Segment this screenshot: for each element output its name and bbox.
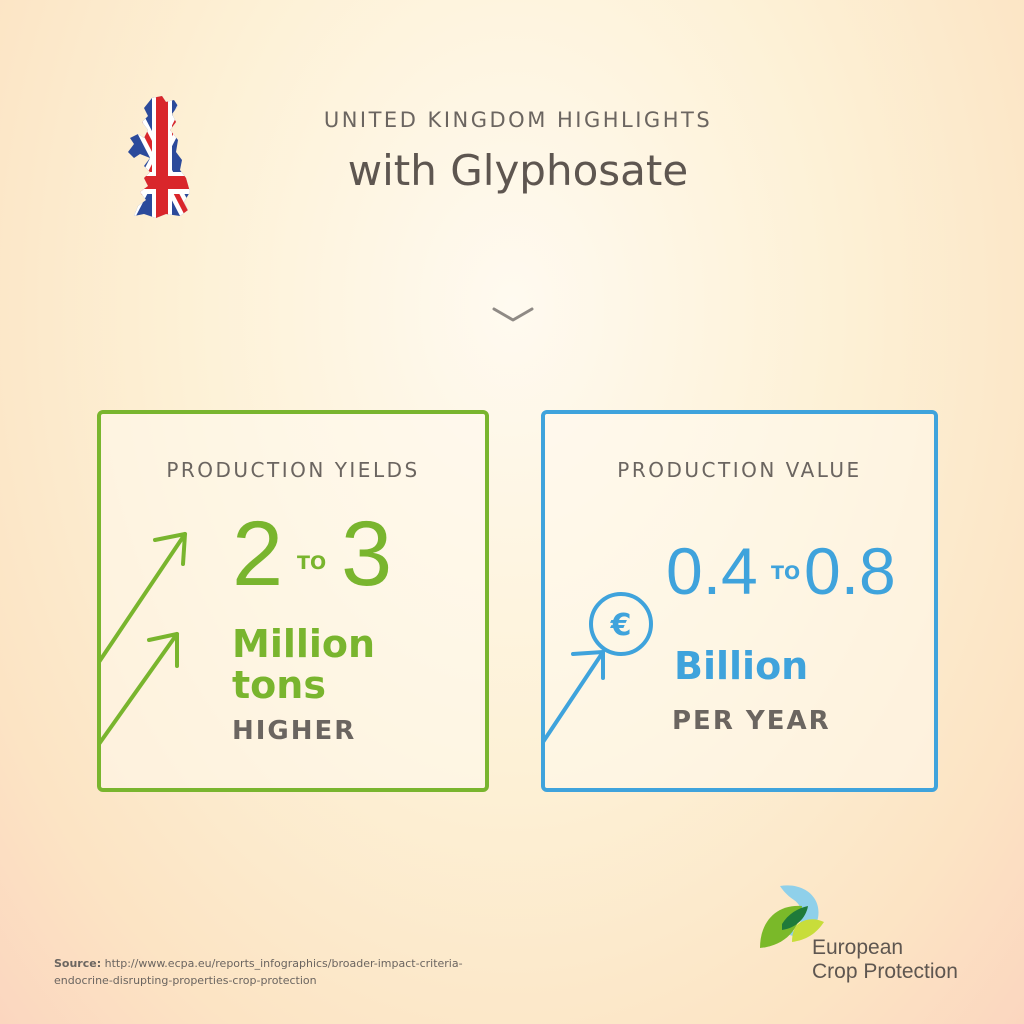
euro-symbol: € (610, 608, 632, 643)
source-note: Source: http://www.ecpa.eu/reports_infog… (54, 955, 463, 989)
ecpa-logo-text: European Crop Protection (812, 936, 958, 983)
yield-to-value: 3 (341, 503, 393, 605)
production-yields-card: PRODUCTION YIELDS 2 TO 3 Million tons HI… (97, 410, 489, 792)
value-note: PER YEAR (672, 706, 831, 736)
yield-note: HIGHER (232, 716, 357, 746)
uk-map-flag-icon (128, 96, 190, 218)
source-label: Source: (54, 957, 102, 970)
growth-arrows-icon (101, 532, 187, 745)
yield-unit: Million tons (232, 622, 376, 708)
card-heading: PRODUCTION YIELDS (166, 458, 420, 482)
page-supertitle: UNITED KINGDOM HIGHLIGHTS (323, 108, 713, 132)
yield-unit-line1: Million (232, 622, 376, 666)
yield-from-value: 2 (232, 503, 284, 605)
chevron-down-icon[interactable] (492, 306, 534, 324)
value-to-amount: 0.8 (804, 534, 896, 608)
euro-coin-icon: € (545, 592, 653, 743)
card-heading: PRODUCTION VALUE (617, 458, 862, 482)
source-url-line1[interactable]: http://www.ecpa.eu/reports_infographics/… (104, 957, 463, 970)
value-unit: Billion (674, 644, 809, 688)
value-to-word: TO (771, 562, 801, 584)
value-from-amount: 0.4 (666, 534, 758, 608)
logo-line1: European (812, 936, 904, 959)
source-url-line2[interactable]: endocrine-disrupting-properties-crop-pro… (54, 974, 317, 988)
yield-unit-line2: tons (232, 663, 326, 708)
production-value-card: PRODUCTION VALUE € 0.4 TO 0.8 Billion PE… (541, 410, 938, 792)
ecpa-logo-icon (760, 885, 824, 948)
page-title: with Glyphosate (347, 146, 689, 195)
logo-line2: Crop Protection (812, 959, 958, 983)
yield-to-word: TO (297, 552, 327, 574)
